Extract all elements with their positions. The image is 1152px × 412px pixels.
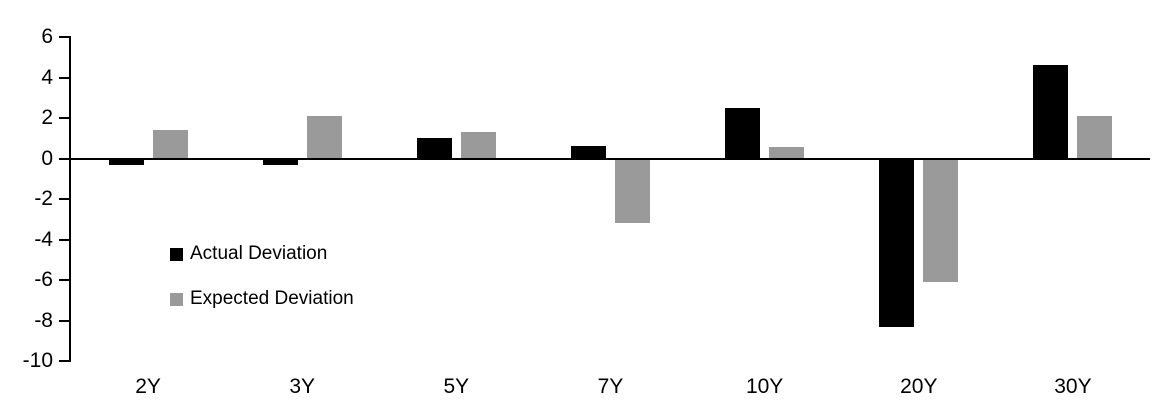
x-tick-label-7y: 7Y (597, 375, 624, 398)
y-tick-mark (59, 36, 69, 38)
bar-expected-deviation-10y (769, 147, 805, 159)
bar-actual-deviation-10y (725, 107, 761, 159)
y-tick-label: -10 (22, 349, 53, 372)
y-tick-mark (59, 157, 69, 160)
legend-label-expected: Expected Deviation (190, 288, 354, 309)
legend-item-expected: Expected Deviation (170, 286, 354, 312)
y-tick-label: 2 (41, 106, 53, 129)
bar-expected-deviation-30y (1077, 115, 1113, 159)
bar-actual-deviation-3y (262, 158, 298, 165)
bar-actual-deviation-2y (108, 158, 144, 165)
x-tick-label-5y: 5Y (443, 375, 470, 398)
bar-actual-deviation-7y (571, 146, 606, 159)
legend-label-actual: Actual Deviation (190, 243, 328, 264)
bar-actual-deviation-5y (416, 138, 452, 159)
y-tick-label: -2 (34, 187, 53, 210)
bar-expected-deviation-2y (152, 130, 188, 159)
y-tick-mark (59, 198, 69, 200)
y-tick-mark (59, 319, 69, 322)
y-tick-mark (59, 279, 69, 281)
bar-expected-deviation-5y (460, 132, 496, 159)
y-tick-label: 0 (41, 146, 53, 170)
y-tick-mark (59, 360, 69, 362)
bar-actual-deviation-30y (1033, 65, 1069, 159)
x-tick-label-20y: 20Y (900, 375, 938, 398)
x-tick-label-3y: 3Y (289, 375, 316, 398)
bar-actual-deviation-20y (879, 158, 915, 327)
y-axis-line (69, 36, 71, 362)
y-tick-mark (59, 117, 69, 119)
y-tick-label: 6 (41, 25, 53, 48)
y-tick-label: -8 (34, 308, 53, 332)
bar-expected-deviation-20y (923, 158, 959, 283)
legend-swatch-expected-icon (170, 292, 183, 306)
x-tick-label-30y: 30Y (1054, 375, 1092, 398)
x-tick-label-10y: 10Y (745, 375, 784, 398)
legend: Actual Deviation Expected Deviation (170, 241, 354, 331)
legend-swatch-actual-icon (170, 247, 183, 261)
bar-expected-deviation-7y (615, 158, 650, 224)
y-tick-mark (59, 76, 69, 79)
y-tick-label: 4 (41, 65, 53, 89)
y-tick-mark (59, 238, 69, 241)
bar-expected-deviation-3y (306, 115, 342, 159)
legend-item-actual: Actual Deviation (170, 241, 354, 267)
x-tick-label-2y: 2Y (135, 375, 161, 398)
y-tick-label: -6 (34, 268, 53, 291)
y-tick-label: -4 (34, 227, 53, 251)
x-axis-line (71, 157, 1150, 160)
